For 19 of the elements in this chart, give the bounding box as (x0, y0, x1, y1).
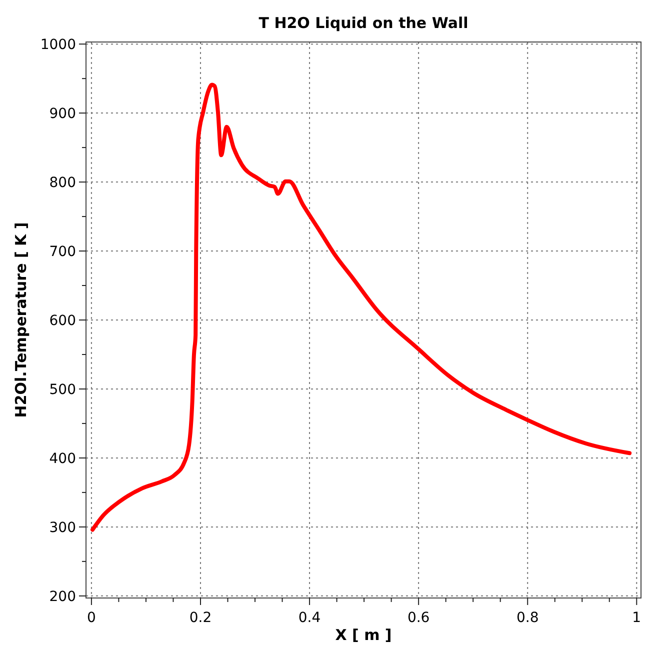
x-axis-title: X [ m ] (335, 626, 392, 644)
y-tick-label: 900 (49, 106, 76, 122)
line-series (90, 82, 632, 532)
x-tick-label: 0.4 (298, 610, 321, 626)
y-tick-label: 500 (49, 382, 76, 398)
y-tick-label: 800 (49, 174, 76, 191)
x-tick-label: 0.2 (189, 610, 212, 626)
chart-title: T H2O Liquid on the Wall (258, 14, 468, 32)
y-tick-label: 700 (49, 244, 76, 260)
y-tick-label: 300 (49, 520, 76, 536)
x-tick-label: 0.8 (516, 610, 539, 626)
y-tick-label: 600 (49, 312, 76, 329)
x-tick-label: 1 (632, 610, 642, 626)
y-tick-label: 200 (49, 588, 76, 605)
y-axis-title: H2Ol.Temperature [ K ] (12, 222, 30, 418)
y-tick-label: 400 (49, 450, 76, 467)
x-tick-label: 0.6 (407, 610, 430, 626)
x-tick-label: 0 (86, 610, 96, 626)
y-tick-label: 1000 (40, 36, 76, 53)
